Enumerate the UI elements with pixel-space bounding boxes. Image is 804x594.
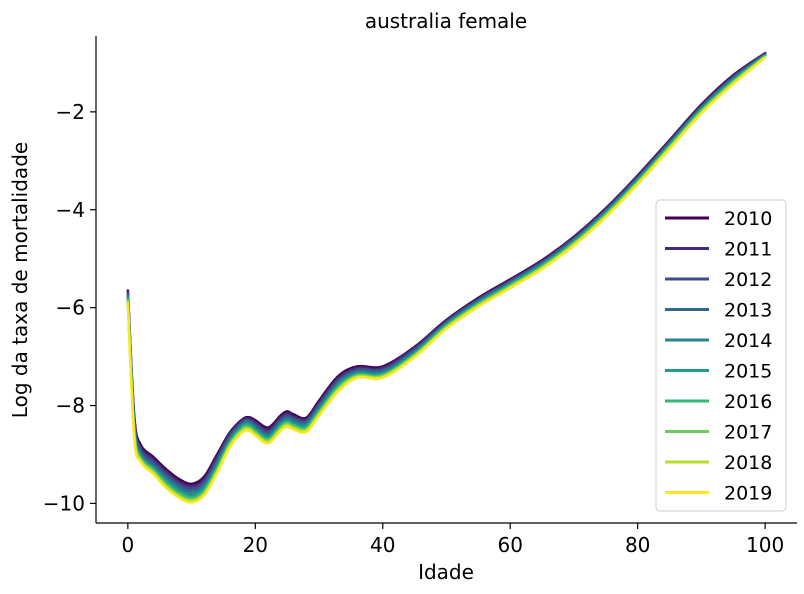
x-axis-label: Idade	[418, 560, 474, 584]
x-tick-label: 20	[243, 533, 268, 557]
series-line-2019	[126, 56, 767, 504]
x-ticks: 0 20 40 60 80 100	[121, 523, 784, 557]
legend-label-2018: 2018	[724, 452, 772, 474]
x-tick-label: 60	[498, 533, 523, 557]
x-tick-label: 100	[746, 533, 784, 557]
legend-label-2010: 2010	[724, 208, 772, 230]
x-tick-label: 0	[121, 533, 134, 557]
legend-label-2012: 2012	[724, 269, 772, 291]
y-tick-label: −8	[56, 394, 85, 418]
y-tick-label: −10	[43, 491, 85, 515]
x-tick-label: 40	[370, 533, 395, 557]
legend-label-2017: 2017	[724, 422, 772, 444]
y-ticks: −10 −8 −6 −4 −2	[43, 100, 96, 515]
y-axis-label: Log da taxa de mortalidade	[8, 142, 32, 418]
y-tick-label: −4	[56, 198, 85, 222]
x-tick-label: 80	[625, 533, 650, 557]
legend-label-2014: 2014	[724, 330, 772, 352]
legend-label-2019: 2019	[724, 483, 772, 505]
legend-label-2015: 2015	[724, 361, 772, 383]
legend-label-2016: 2016	[724, 391, 772, 413]
y-tick-label: −6	[56, 296, 85, 320]
legend-label-2013: 2013	[724, 300, 772, 322]
y-tick-label: −2	[56, 100, 85, 124]
chart-title: australia female	[365, 9, 527, 33]
legend: 2010 2011 2012 2013 2014 2015 2016 2017 2018 2019	[655, 199, 787, 512]
plot-lines	[126, 51, 767, 504]
legend-label-2011: 2011	[724, 239, 772, 261]
